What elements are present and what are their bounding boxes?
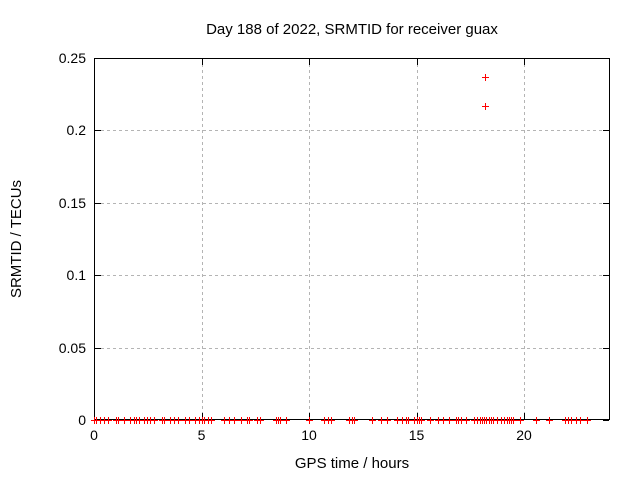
y-tick-left — [95, 275, 101, 277]
x-tick-bottom — [309, 413, 310, 419]
x-gridline — [309, 58, 310, 419]
data-point-marker — [175, 417, 183, 424]
y-gridline — [95, 202, 609, 204]
data-point-marker — [439, 417, 447, 424]
data-point-marker — [567, 417, 575, 424]
y-tick-label: 0.25 — [58, 50, 86, 66]
data-point-marker — [393, 417, 401, 424]
data-point-marker — [167, 417, 175, 424]
y-tick-left — [95, 130, 101, 132]
plot-area — [94, 58, 610, 420]
x-tick-label: 5 — [197, 427, 206, 443]
x-tick-label: 0 — [90, 427, 98, 443]
data-point-marker — [545, 417, 553, 424]
y-gridline — [95, 130, 609, 132]
data-point-marker — [185, 417, 193, 424]
data-point-marker — [192, 417, 200, 424]
y-tick-label: 0.05 — [58, 339, 86, 356]
data-point-marker — [127, 417, 135, 424]
data-point-marker — [516, 417, 524, 424]
data-point-marker — [427, 417, 435, 424]
data-point-marker — [160, 417, 168, 424]
y-gridline — [95, 347, 609, 349]
x-tick-bottom — [94, 413, 95, 419]
data-point-marker — [151, 417, 159, 424]
y-tick-label: 0 — [78, 412, 86, 428]
data-point-marker — [208, 417, 216, 424]
data-point-marker — [383, 417, 391, 424]
data-point-marker — [104, 417, 112, 424]
data-point-marker — [136, 417, 144, 424]
x-tick-top — [524, 59, 525, 65]
y-gridline — [95, 275, 609, 277]
data-point-marker — [238, 417, 246, 424]
x-tick-top — [201, 59, 203, 65]
y-tick-right — [603, 58, 609, 59]
x-tick-label: 10 — [301, 427, 317, 443]
y-tick-label: 0.15 — [58, 194, 86, 211]
data-point-marker — [283, 417, 291, 424]
x-tick-top — [416, 59, 418, 65]
data-point-marker — [114, 417, 122, 424]
data-point-marker — [481, 102, 489, 110]
x-gridline — [524, 58, 525, 419]
data-point-marker — [583, 417, 591, 424]
data-point-marker — [328, 417, 336, 424]
y-tick-left — [95, 202, 101, 204]
x-tick-label: 15 — [408, 427, 425, 443]
y-tick-right — [603, 202, 609, 204]
data-point-marker — [510, 417, 518, 424]
y-tick-right — [603, 347, 609, 349]
data-point-marker — [445, 417, 453, 424]
y-tick-left — [95, 58, 101, 59]
x-tick-top — [309, 59, 310, 65]
data-point-marker — [121, 417, 129, 424]
chart-title: Day 188 of 2022, SRMTID for receiver gua… — [206, 21, 498, 38]
data-point-marker — [256, 417, 264, 424]
x-tick-bottom — [416, 413, 418, 419]
data-point-marker — [572, 417, 580, 424]
data-point-marker — [493, 417, 501, 424]
x-axis-label: GPS time / hours — [294, 455, 410, 472]
data-point-marker — [404, 417, 412, 424]
data-point-marker — [226, 417, 234, 424]
x-gridline — [416, 58, 418, 419]
y-tick-left — [95, 347, 101, 349]
data-point-marker — [147, 417, 155, 424]
data-point-marker — [231, 417, 239, 424]
data-point-marker — [306, 417, 314, 424]
data-point-marker — [171, 417, 179, 424]
data-point-marker — [418, 417, 426, 424]
y-tick-right — [603, 275, 609, 277]
y-tick-right — [603, 130, 609, 132]
y-tick-label: 0.2 — [66, 122, 86, 139]
data-point-marker — [481, 73, 489, 81]
data-point-marker — [368, 417, 376, 424]
data-point-marker — [462, 417, 470, 424]
data-point-marker — [221, 417, 229, 424]
x-tick-bottom — [201, 413, 203, 419]
data-point-marker — [457, 417, 465, 424]
data-point-marker — [576, 417, 584, 424]
y-tick-right — [603, 420, 609, 421]
data-point-marker — [489, 417, 497, 424]
data-point-marker — [321, 417, 329, 424]
x-tick-top — [94, 59, 95, 65]
data-point-marker — [532, 417, 540, 424]
data-point-marker — [245, 417, 253, 424]
data-point-marker — [351, 417, 359, 424]
data-point-marker — [398, 417, 406, 424]
data-point-marker — [378, 417, 386, 424]
data-point-marker — [276, 417, 284, 424]
x-gridline — [201, 58, 203, 419]
y-tick-label: 0.1 — [66, 267, 86, 284]
x-tick-label: 20 — [516, 427, 532, 443]
x-tick-bottom — [524, 413, 525, 419]
data-point-marker — [96, 417, 104, 424]
data-point-marker — [434, 417, 442, 424]
data-point-marker — [101, 417, 109, 424]
